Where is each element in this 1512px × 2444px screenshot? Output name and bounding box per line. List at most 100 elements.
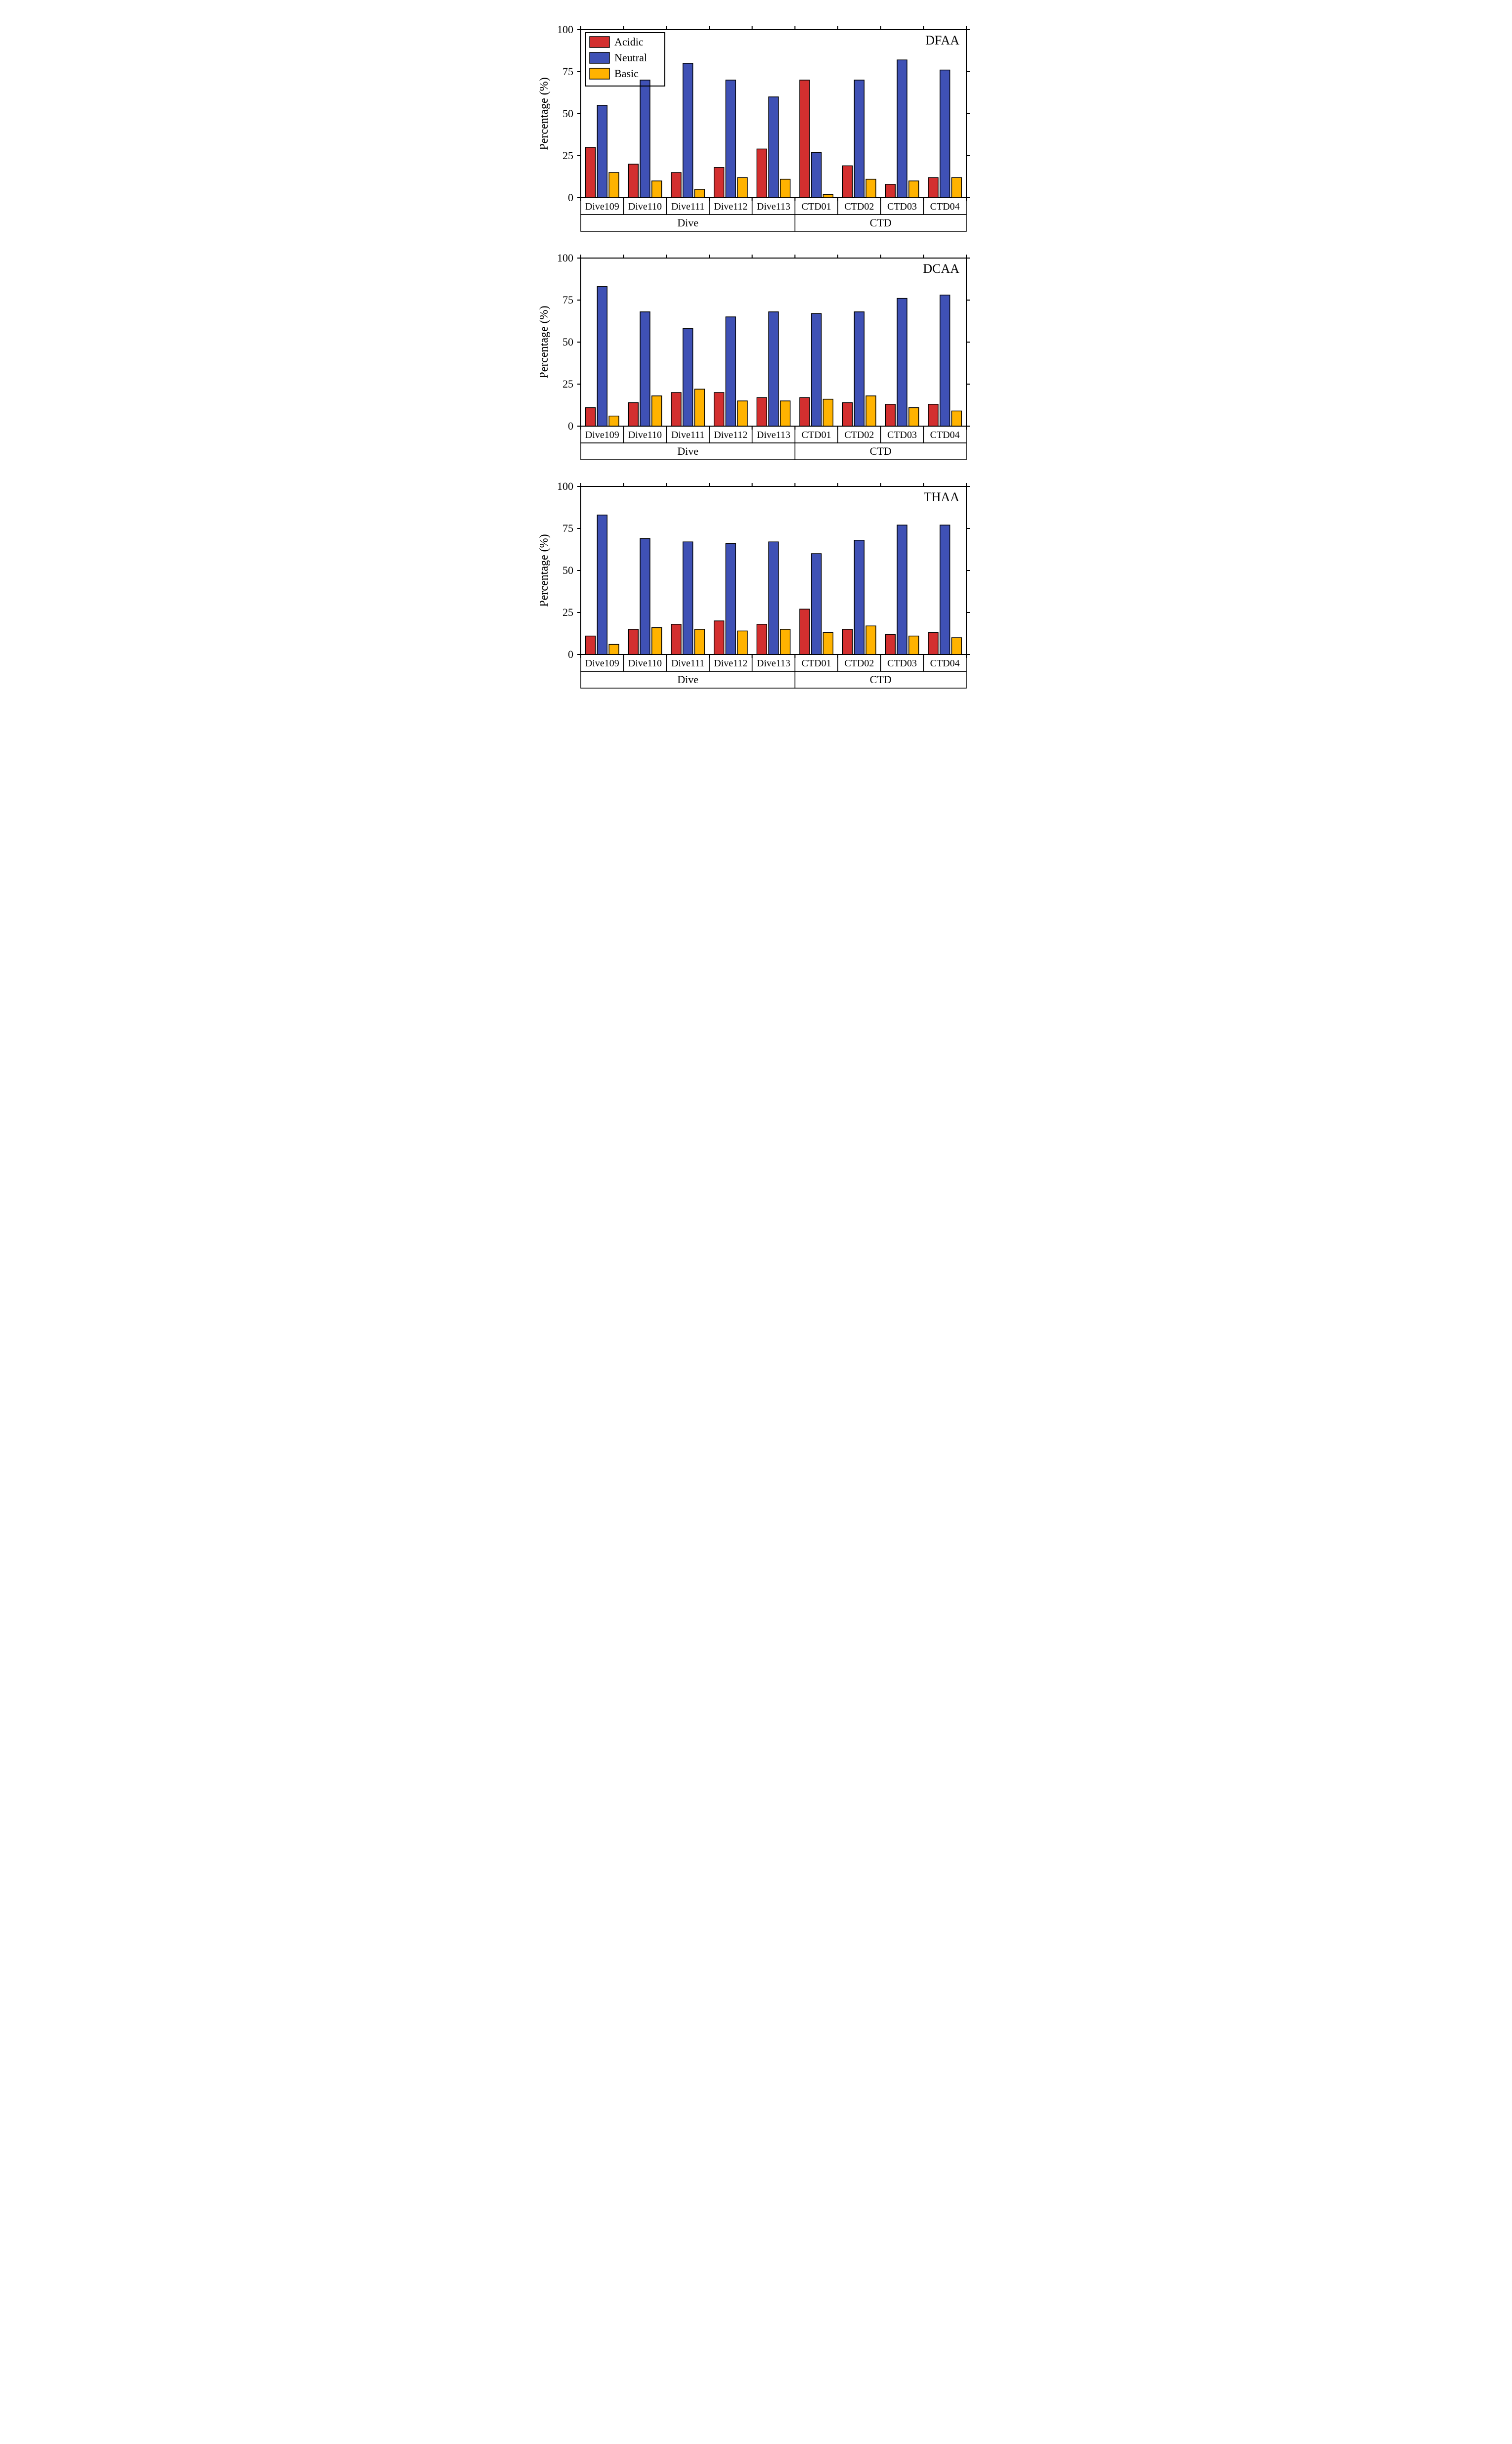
bar-neutral	[769, 312, 778, 426]
y-axis-title: Percentage (%)	[538, 534, 551, 607]
category-label: CTD03	[887, 430, 917, 440]
bar-basic	[780, 179, 790, 198]
bar-acidic	[714, 393, 724, 426]
bar-neutral	[640, 312, 650, 426]
bar-basic	[694, 629, 704, 655]
bar-neutral	[683, 329, 692, 426]
category-label: Dive111	[671, 658, 704, 669]
group-label: CTD	[869, 445, 891, 457]
bar-basic	[866, 396, 876, 426]
bar-basic	[780, 629, 790, 655]
bar-basic	[651, 628, 661, 655]
bar-neutral	[683, 63, 692, 198]
bar-acidic	[671, 624, 681, 655]
legend-swatch	[590, 37, 609, 47]
category-label: CTD04	[930, 201, 959, 212]
bar-neutral	[854, 80, 864, 198]
y-tick-label: 75	[562, 522, 573, 534]
bar-neutral	[940, 295, 950, 426]
bar-basic	[908, 636, 918, 655]
bar-neutral	[597, 515, 607, 655]
category-label: CTD01	[801, 658, 831, 669]
bar-neutral	[726, 80, 735, 198]
bar-basic	[866, 626, 876, 655]
bar-neutral	[811, 313, 821, 426]
category-label: Dive109	[585, 430, 619, 440]
legend-label: Basic	[614, 67, 639, 80]
bar-basic	[737, 631, 747, 655]
bar-acidic	[628, 402, 638, 426]
y-tick-label: 50	[562, 107, 573, 120]
bar-basic	[866, 179, 876, 198]
y-tick-label: 100	[557, 23, 573, 36]
category-label: Dive112	[714, 201, 747, 212]
category-label: CTD04	[930, 430, 959, 440]
bar-acidic	[800, 397, 810, 426]
y-tick-label: 100	[557, 480, 573, 492]
bar-neutral	[811, 554, 821, 655]
bar-neutral	[854, 312, 864, 426]
group-label: Dive	[677, 445, 698, 457]
category-label: CTD03	[887, 658, 917, 669]
y-tick-label: 50	[562, 336, 573, 348]
bar-neutral	[769, 542, 778, 655]
category-label: CTD01	[801, 201, 831, 212]
bar-acidic	[928, 633, 938, 655]
bar-acidic	[842, 166, 852, 198]
category-label: Dive111	[671, 201, 704, 212]
chart-panel: 0255075100Percentage (%)DFAADive109Dive1…	[534, 20, 979, 233]
bar-neutral	[597, 287, 607, 426]
bar-acidic	[757, 397, 767, 426]
bar-basic	[651, 181, 661, 198]
bar-acidic	[842, 629, 852, 655]
category-label: Dive113	[756, 430, 790, 440]
y-tick-label: 25	[562, 606, 573, 618]
bar-neutral	[597, 105, 607, 198]
y-tick-label: 75	[562, 65, 573, 78]
bar-neutral	[683, 542, 692, 655]
bar-acidic	[928, 177, 938, 198]
bar-acidic	[628, 629, 638, 655]
group-label: CTD	[869, 217, 891, 229]
bar-basic	[651, 396, 661, 426]
bar-basic	[951, 638, 961, 655]
panel-label: DFAA	[925, 33, 959, 47]
bar-neutral	[854, 540, 864, 655]
category-label: Dive110	[628, 430, 661, 440]
bar-basic	[609, 645, 619, 655]
group-label: Dive	[677, 217, 698, 229]
bar-basic	[951, 177, 961, 198]
bar-basic	[823, 194, 833, 198]
category-label: CTD01	[801, 430, 831, 440]
bar-basic	[823, 399, 833, 426]
bar-basic	[951, 411, 961, 426]
bar-acidic	[842, 402, 852, 426]
bar-acidic	[585, 636, 595, 655]
figure-container: 0255075100Percentage (%)DFAADive109Dive1…	[534, 20, 979, 690]
legend-label: Neutral	[614, 51, 647, 64]
group-label: Dive	[677, 673, 698, 686]
bar-neutral	[640, 80, 650, 198]
panel-label: THAA	[923, 490, 959, 504]
y-axis-title: Percentage (%)	[538, 77, 551, 150]
y-axis-title: Percentage (%)	[538, 306, 551, 378]
category-label: Dive113	[756, 658, 790, 669]
category-label: Dive112	[714, 658, 747, 669]
legend-swatch	[590, 68, 609, 79]
chart-panel: 0255075100Percentage (%)THAADive109Dive1…	[534, 477, 979, 690]
category-label: Dive109	[585, 658, 619, 669]
y-tick-label: 0	[568, 420, 573, 432]
panel-label: DCAA	[923, 262, 959, 276]
bar-acidic	[585, 408, 595, 426]
y-tick-label: 25	[562, 378, 573, 390]
category-label: CTD03	[887, 201, 917, 212]
category-label: Dive109	[585, 201, 619, 212]
bar-basic	[694, 189, 704, 198]
category-label: CTD04	[930, 658, 959, 669]
bar-acidic	[800, 80, 810, 198]
bar-neutral	[726, 317, 735, 426]
group-label: CTD	[869, 673, 891, 686]
bar-basic	[694, 389, 704, 426]
category-label: Dive110	[628, 658, 661, 669]
bar-acidic	[928, 404, 938, 426]
